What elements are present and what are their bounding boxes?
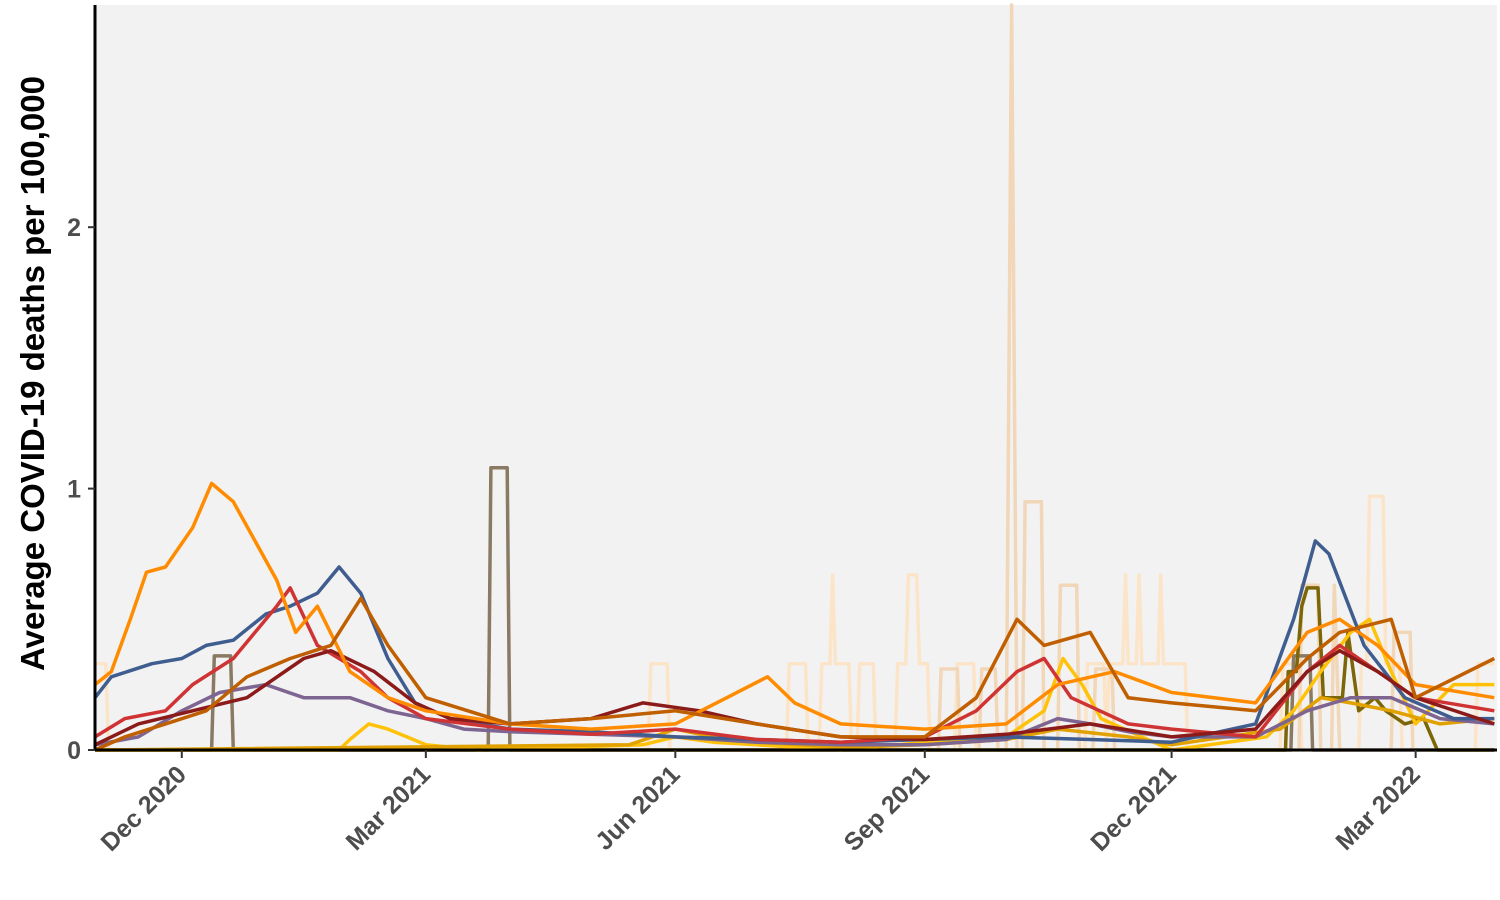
x-tick-label: Dec 2021 — [1085, 760, 1182, 857]
series-layer — [93, 3, 1496, 752]
x-tick-label: Dec 2020 — [96, 760, 192, 856]
x-tick-label: Mar 2021 — [341, 760, 437, 856]
x-tick-label: Sep 2021 — [839, 760, 936, 857]
series-line-8 — [93, 539, 1495, 744]
series-line-11 — [93, 481, 1495, 731]
y-tick-label: 0 — [67, 737, 81, 765]
x-axis-ticks: Dec 2020 Mar 2021 Jun 2021 Sep 2021 Dec 2021… — [96, 750, 1426, 857]
y-tick-label: 2 — [67, 214, 81, 242]
series-line-7 — [94, 682, 1495, 747]
series-line-2 — [95, 3, 1495, 752]
series-line-9 — [94, 586, 1495, 744]
y-axis-title: Average COVID-19 deaths per 100,000 — [14, 76, 51, 671]
x-tick-label: Jun 2021 — [590, 760, 686, 856]
series-line-3 — [95, 465, 1495, 752]
y-tick-label: 1 — [67, 476, 81, 504]
y-axis-ticks: 0 1 2 — [67, 214, 95, 765]
series-line-12 — [94, 596, 1496, 752]
x-tick-label: Mar 2022 — [1330, 760, 1425, 855]
